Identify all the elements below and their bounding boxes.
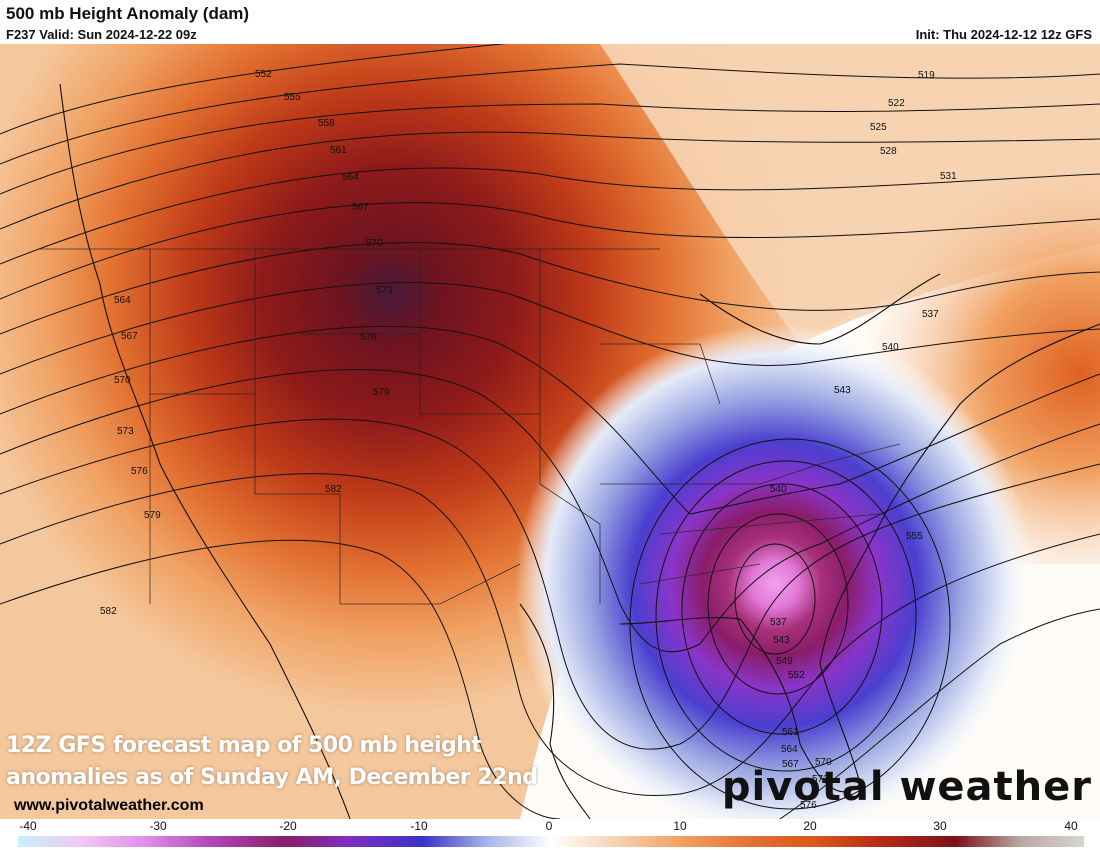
- trough-anomaly: [515, 324, 1035, 819]
- colorbar-tick: 0: [545, 819, 553, 833]
- contour-labels: 519 522 525 528 531 537 540 543 552 555 …: [100, 69, 957, 811]
- contour-label: 519: [918, 70, 935, 81]
- contour-label: 537: [770, 617, 787, 628]
- contour-label: 579: [144, 510, 161, 521]
- valid-time: F237 Valid: Sun 2024-12-22 09z: [6, 27, 197, 42]
- colorbar-tick: 40: [1064, 819, 1078, 833]
- colorbar-tick: 10: [673, 819, 687, 833]
- colorbar-tick: -30: [149, 819, 167, 833]
- contour-label: 531: [940, 171, 957, 182]
- contour-label: 564: [114, 295, 131, 306]
- colorbar-fill: [18, 836, 1084, 847]
- contour-label: 576: [131, 466, 148, 477]
- contour-label: 573: [812, 774, 829, 785]
- contour-label: 579: [373, 387, 390, 398]
- contour-label: 564: [342, 172, 359, 183]
- contour-label: 543: [834, 385, 851, 396]
- height-anomaly-map: 519 522 525 528 531 537 540 543 552 555 …: [0, 44, 1100, 819]
- anomaly-colorbar: [18, 836, 1084, 847]
- contour-label: 540: [770, 484, 787, 495]
- colorbar-ticks: -40 -30 -20 -10 0 10 20 30 40: [0, 819, 1100, 835]
- colorbar-tick: 20: [803, 819, 817, 833]
- colorbar-tick: -40: [19, 819, 37, 833]
- init-time: Init: Thu 2024-12-12 12z GFS: [915, 27, 1092, 42]
- contour-label: 552: [255, 69, 272, 80]
- contour-label: 582: [325, 484, 342, 495]
- contour-label: 558: [318, 118, 335, 129]
- state-borders: [40, 248, 901, 605]
- contour-label: 567: [782, 759, 799, 770]
- contour-label: 543: [773, 635, 790, 646]
- colorbar-tick: -10: [410, 819, 428, 833]
- contour-label: 570: [366, 238, 383, 249]
- contour-label: 576: [800, 800, 817, 811]
- forecast-caption: 12Z GFS forecast map of 500 mb height an…: [6, 730, 538, 794]
- contour-label: 561: [782, 727, 799, 738]
- site-url: www.pivotalweather.com: [14, 797, 204, 814]
- contour-label: 576: [360, 332, 377, 343]
- map-header: 500 mb Height Anomaly (dam) F237 Valid: …: [0, 0, 1100, 44]
- contour-label: 522: [888, 98, 905, 109]
- contour-label: 525: [870, 122, 887, 133]
- contour-label: 570: [815, 757, 832, 768]
- contour-label: 528: [880, 146, 897, 157]
- contour-label: 573: [117, 426, 134, 437]
- brand-logo: pivotal weather: [721, 764, 1092, 810]
- caption-line-1: 12Z GFS forecast map of 500 mb height: [6, 733, 482, 758]
- contour-label: 567: [352, 202, 369, 213]
- colorbar-tick: -20: [279, 819, 297, 833]
- map-title: 500 mb Height Anomaly (dam): [6, 4, 250, 23]
- caption-line-2: anomalies as of Sunday AM, December 22nd: [6, 765, 538, 790]
- contour-label: 582: [100, 606, 117, 617]
- coastlines: [59, 83, 1100, 819]
- contour-label: 552: [788, 670, 805, 681]
- contour-label: 573: [376, 285, 393, 296]
- contour-label: 561: [330, 145, 347, 156]
- height-contours: [0, 44, 1100, 819]
- contour-label: 549: [776, 656, 793, 667]
- contour-label: 537: [922, 309, 939, 320]
- contour-label: 540: [882, 342, 899, 353]
- contour-label: 555: [906, 531, 923, 542]
- contour-label: 564: [781, 744, 798, 755]
- contour-label: 570: [114, 375, 131, 386]
- contour-label: 555: [284, 92, 301, 103]
- colorbar-tick: 30: [933, 819, 947, 833]
- contour-label: 567: [121, 331, 138, 342]
